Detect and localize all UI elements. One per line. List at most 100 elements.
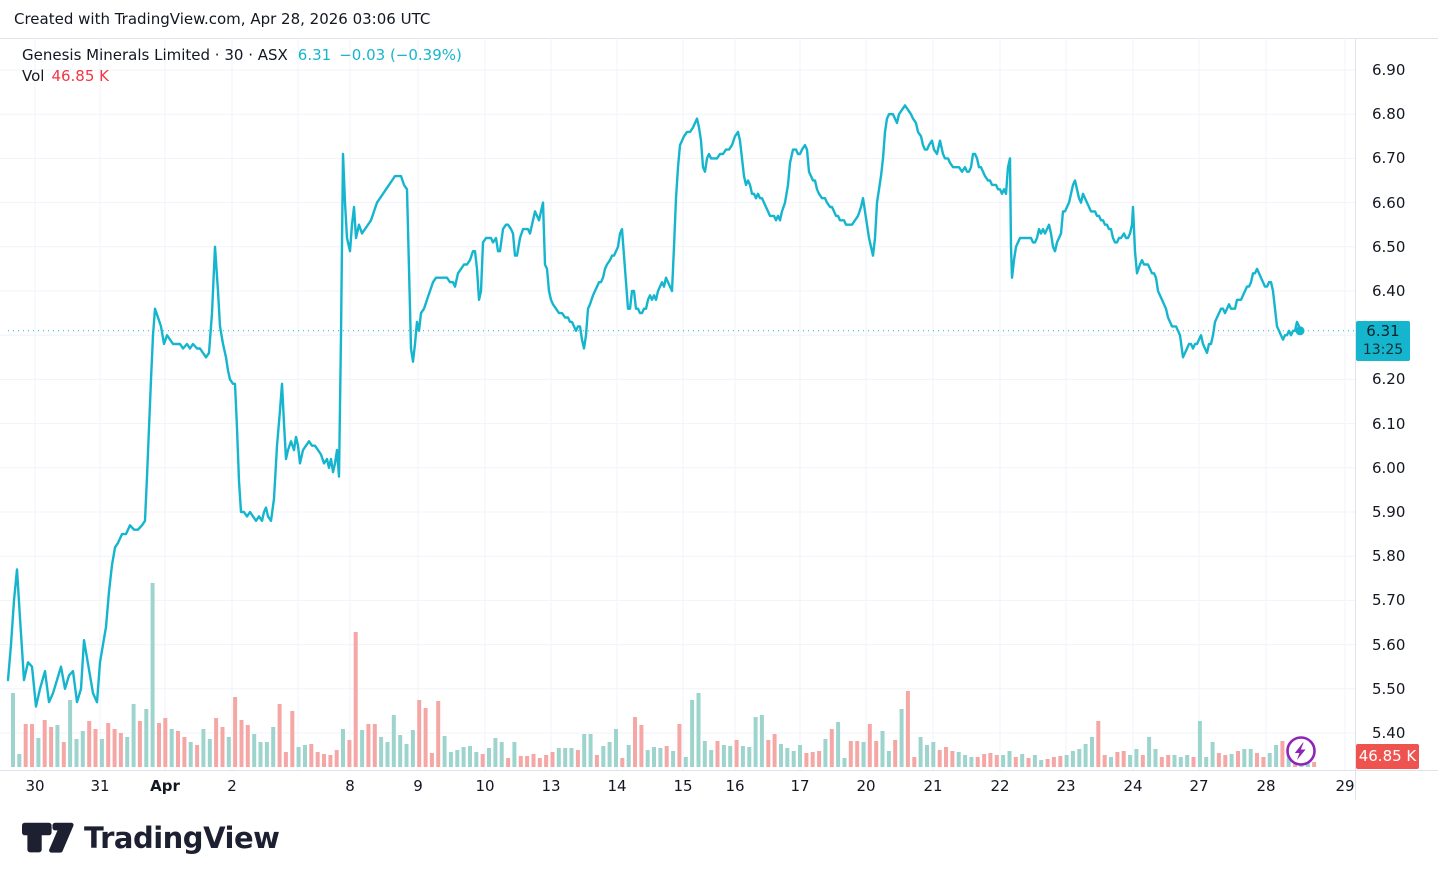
volume-bar [80, 731, 85, 767]
volume-bar [239, 720, 244, 767]
volume-bar [226, 737, 231, 767]
volume-bar [201, 729, 206, 767]
time-tick-label: 29 [1335, 777, 1355, 795]
header-separator [0, 38, 1438, 39]
volume-bar [912, 757, 917, 767]
time-tick-label: 20 [856, 777, 876, 795]
volume-bar [36, 738, 41, 767]
volume-bar [969, 757, 974, 767]
volume-bar [252, 734, 257, 767]
volume-bar [1267, 753, 1272, 767]
volume-bar [271, 727, 276, 767]
volume-bar [258, 742, 263, 767]
volume-bar [68, 700, 73, 767]
time-tick-label: 27 [1189, 777, 1209, 795]
volume-bar [328, 755, 333, 767]
legend-symbol-title: Genesis Minerals Limited · 30 · ASX [22, 46, 288, 64]
volume-bar [1070, 751, 1075, 767]
time-tick-label: 9 [413, 777, 423, 795]
volume-bar [988, 753, 993, 767]
volume-bar [1140, 755, 1145, 767]
volume-bar [429, 753, 434, 767]
volume-bar [575, 750, 580, 767]
volume-bar [671, 751, 676, 767]
tradingview-logo[interactable]: TradingView [22, 820, 280, 856]
volume-bar [734, 740, 739, 767]
time-tick-label: 17 [790, 777, 810, 795]
volume-bar [1178, 757, 1183, 767]
volume-bar [791, 751, 796, 767]
volume-bar [886, 751, 891, 767]
volume-bar [322, 754, 326, 767]
volume-bar [1191, 757, 1196, 767]
volume-bar [563, 748, 568, 767]
volume-bar [556, 748, 561, 767]
volume-bar [664, 746, 669, 767]
volume-bar [379, 737, 384, 767]
volume-bar [607, 742, 612, 767]
volume-bar [550, 752, 555, 767]
volume-bar [1274, 745, 1279, 767]
volume-bar [398, 735, 403, 767]
volume-bar [1236, 751, 1240, 767]
price-tick-label: 6.20 [1372, 370, 1406, 389]
last-price-dot [1295, 326, 1305, 336]
volume-bar [220, 727, 225, 767]
volume-bar [455, 750, 460, 767]
price-tick-label: 6.60 [1372, 193, 1406, 212]
volume-bar [639, 725, 644, 767]
volume-bar [157, 723, 161, 767]
legend-change: −0.03 (−0.39%) [339, 46, 462, 64]
volume-bar [633, 717, 637, 767]
price-tick-label: 5.90 [1372, 503, 1406, 521]
volume-bar [303, 745, 307, 767]
volume-bar [1090, 737, 1094, 767]
volume-bar [385, 742, 390, 767]
volume-bar [1077, 749, 1082, 767]
volume-bar [131, 704, 136, 767]
volume-bar [436, 701, 441, 767]
volume-bar [569, 748, 574, 767]
volume-bar [518, 756, 523, 767]
price-tick-label: 5.50 [1372, 679, 1406, 698]
time-tick-label: 16 [725, 777, 745, 795]
volume-bar [1083, 744, 1088, 767]
volume-bar [728, 746, 733, 767]
volume-bar [677, 724, 682, 767]
volume-bar [1204, 757, 1209, 767]
volume-bar [42, 720, 47, 767]
flash-icon [1286, 736, 1316, 766]
legend-symbol-row: Genesis Minerals Limited · 30 · ASX 6.31−… [22, 45, 462, 65]
time-tick-label: 13 [541, 777, 561, 795]
volume-bar [1115, 752, 1120, 767]
volume-bar [626, 745, 631, 767]
volume-bar [106, 723, 111, 767]
legend-vol-value: 46.85 K [51, 67, 109, 85]
volume-bar [1096, 721, 1101, 767]
volume-bar [937, 750, 942, 767]
volume-bar [1109, 757, 1113, 767]
volume-bar [144, 709, 149, 767]
volume-bar [480, 754, 485, 767]
volume-bar [1280, 741, 1285, 767]
volume-bar [1286, 755, 1291, 767]
volume-bar [1210, 742, 1215, 767]
volume-bar [1153, 749, 1158, 767]
volume-bar [874, 741, 879, 767]
volume-bar [1102, 755, 1107, 767]
volume-bar [1134, 749, 1139, 767]
volume-bar [1045, 759, 1050, 767]
volume-bar [277, 704, 282, 767]
volume-bar [341, 729, 345, 767]
time-tick-label: Apr [150, 777, 180, 795]
price-tick-label: 6.70 [1372, 149, 1406, 168]
volume-bar [905, 691, 910, 767]
flash-button[interactable] [1284, 734, 1318, 768]
volume-bar [512, 742, 517, 767]
volume-bar [601, 746, 606, 767]
volume-bar [1255, 753, 1259, 767]
chart-legend[interactable]: Genesis Minerals Limited · 30 · ASX 6.31−… [22, 45, 462, 86]
volume-bar [696, 693, 701, 767]
volume-bar [1032, 755, 1037, 767]
